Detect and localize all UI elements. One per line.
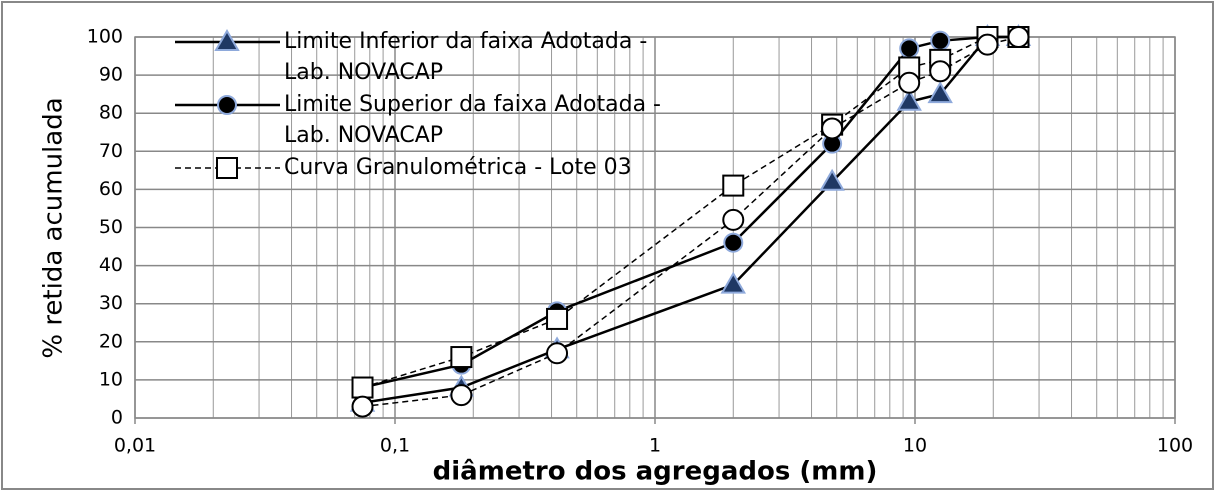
marker <box>216 157 238 179</box>
y-tick-label: 50 <box>99 216 123 238</box>
marker <box>899 38 920 59</box>
marker <box>450 346 473 369</box>
marker <box>546 307 569 330</box>
marker <box>722 208 745 231</box>
marker <box>929 60 952 83</box>
y-tick-label: 20 <box>99 330 123 352</box>
marker <box>351 376 374 399</box>
x-tick-label: 1 <box>649 435 661 457</box>
legend-label: Curva Granulométrica - Lote 03 <box>284 155 632 180</box>
y-tick-label: 60 <box>99 178 123 200</box>
marker <box>720 271 747 294</box>
legend-label: Limite Superior da faixa Adotada - Lab. … <box>284 92 661 148</box>
x-tick-label: 100 <box>1157 435 1193 457</box>
marker <box>930 30 951 51</box>
marker <box>351 395 374 418</box>
marker <box>927 81 953 104</box>
legend-item <box>175 95 280 115</box>
marker <box>821 117 844 140</box>
y-tick-label: 90 <box>99 64 123 86</box>
marker <box>546 342 569 365</box>
series-line <box>362 36 1019 408</box>
x-tick-label: 0,01 <box>114 435 156 457</box>
y-tick-label: 40 <box>99 254 123 276</box>
y-tick-label: 80 <box>99 102 123 124</box>
y-tick-label: 0 <box>111 407 123 429</box>
marker <box>819 168 845 191</box>
x-tick-label: 10 <box>903 435 927 457</box>
x-axis-title: diâmetro dos agregados (mm) <box>433 457 878 487</box>
marker <box>450 384 473 407</box>
marker <box>723 232 744 253</box>
marker <box>217 95 237 115</box>
marker <box>896 88 922 111</box>
y-axis-title: % retida acumulada <box>39 97 69 358</box>
marker <box>1007 26 1030 48</box>
y-tick-label: 30 <box>99 292 123 314</box>
legend-item <box>175 157 280 179</box>
marker <box>976 33 999 56</box>
legend-label: Limite Inferior da faixa Adotada - Lab. … <box>284 29 648 85</box>
marker <box>214 29 240 51</box>
y-tick-label: 10 <box>99 368 123 390</box>
y-tick-label: 100 <box>87 26 123 48</box>
legend-item <box>175 29 280 51</box>
plot-border <box>134 36 1176 419</box>
marker <box>722 174 745 197</box>
marker <box>898 71 921 94</box>
y-tick-label: 70 <box>99 140 123 162</box>
x-tick-label: 0,1 <box>380 435 410 457</box>
